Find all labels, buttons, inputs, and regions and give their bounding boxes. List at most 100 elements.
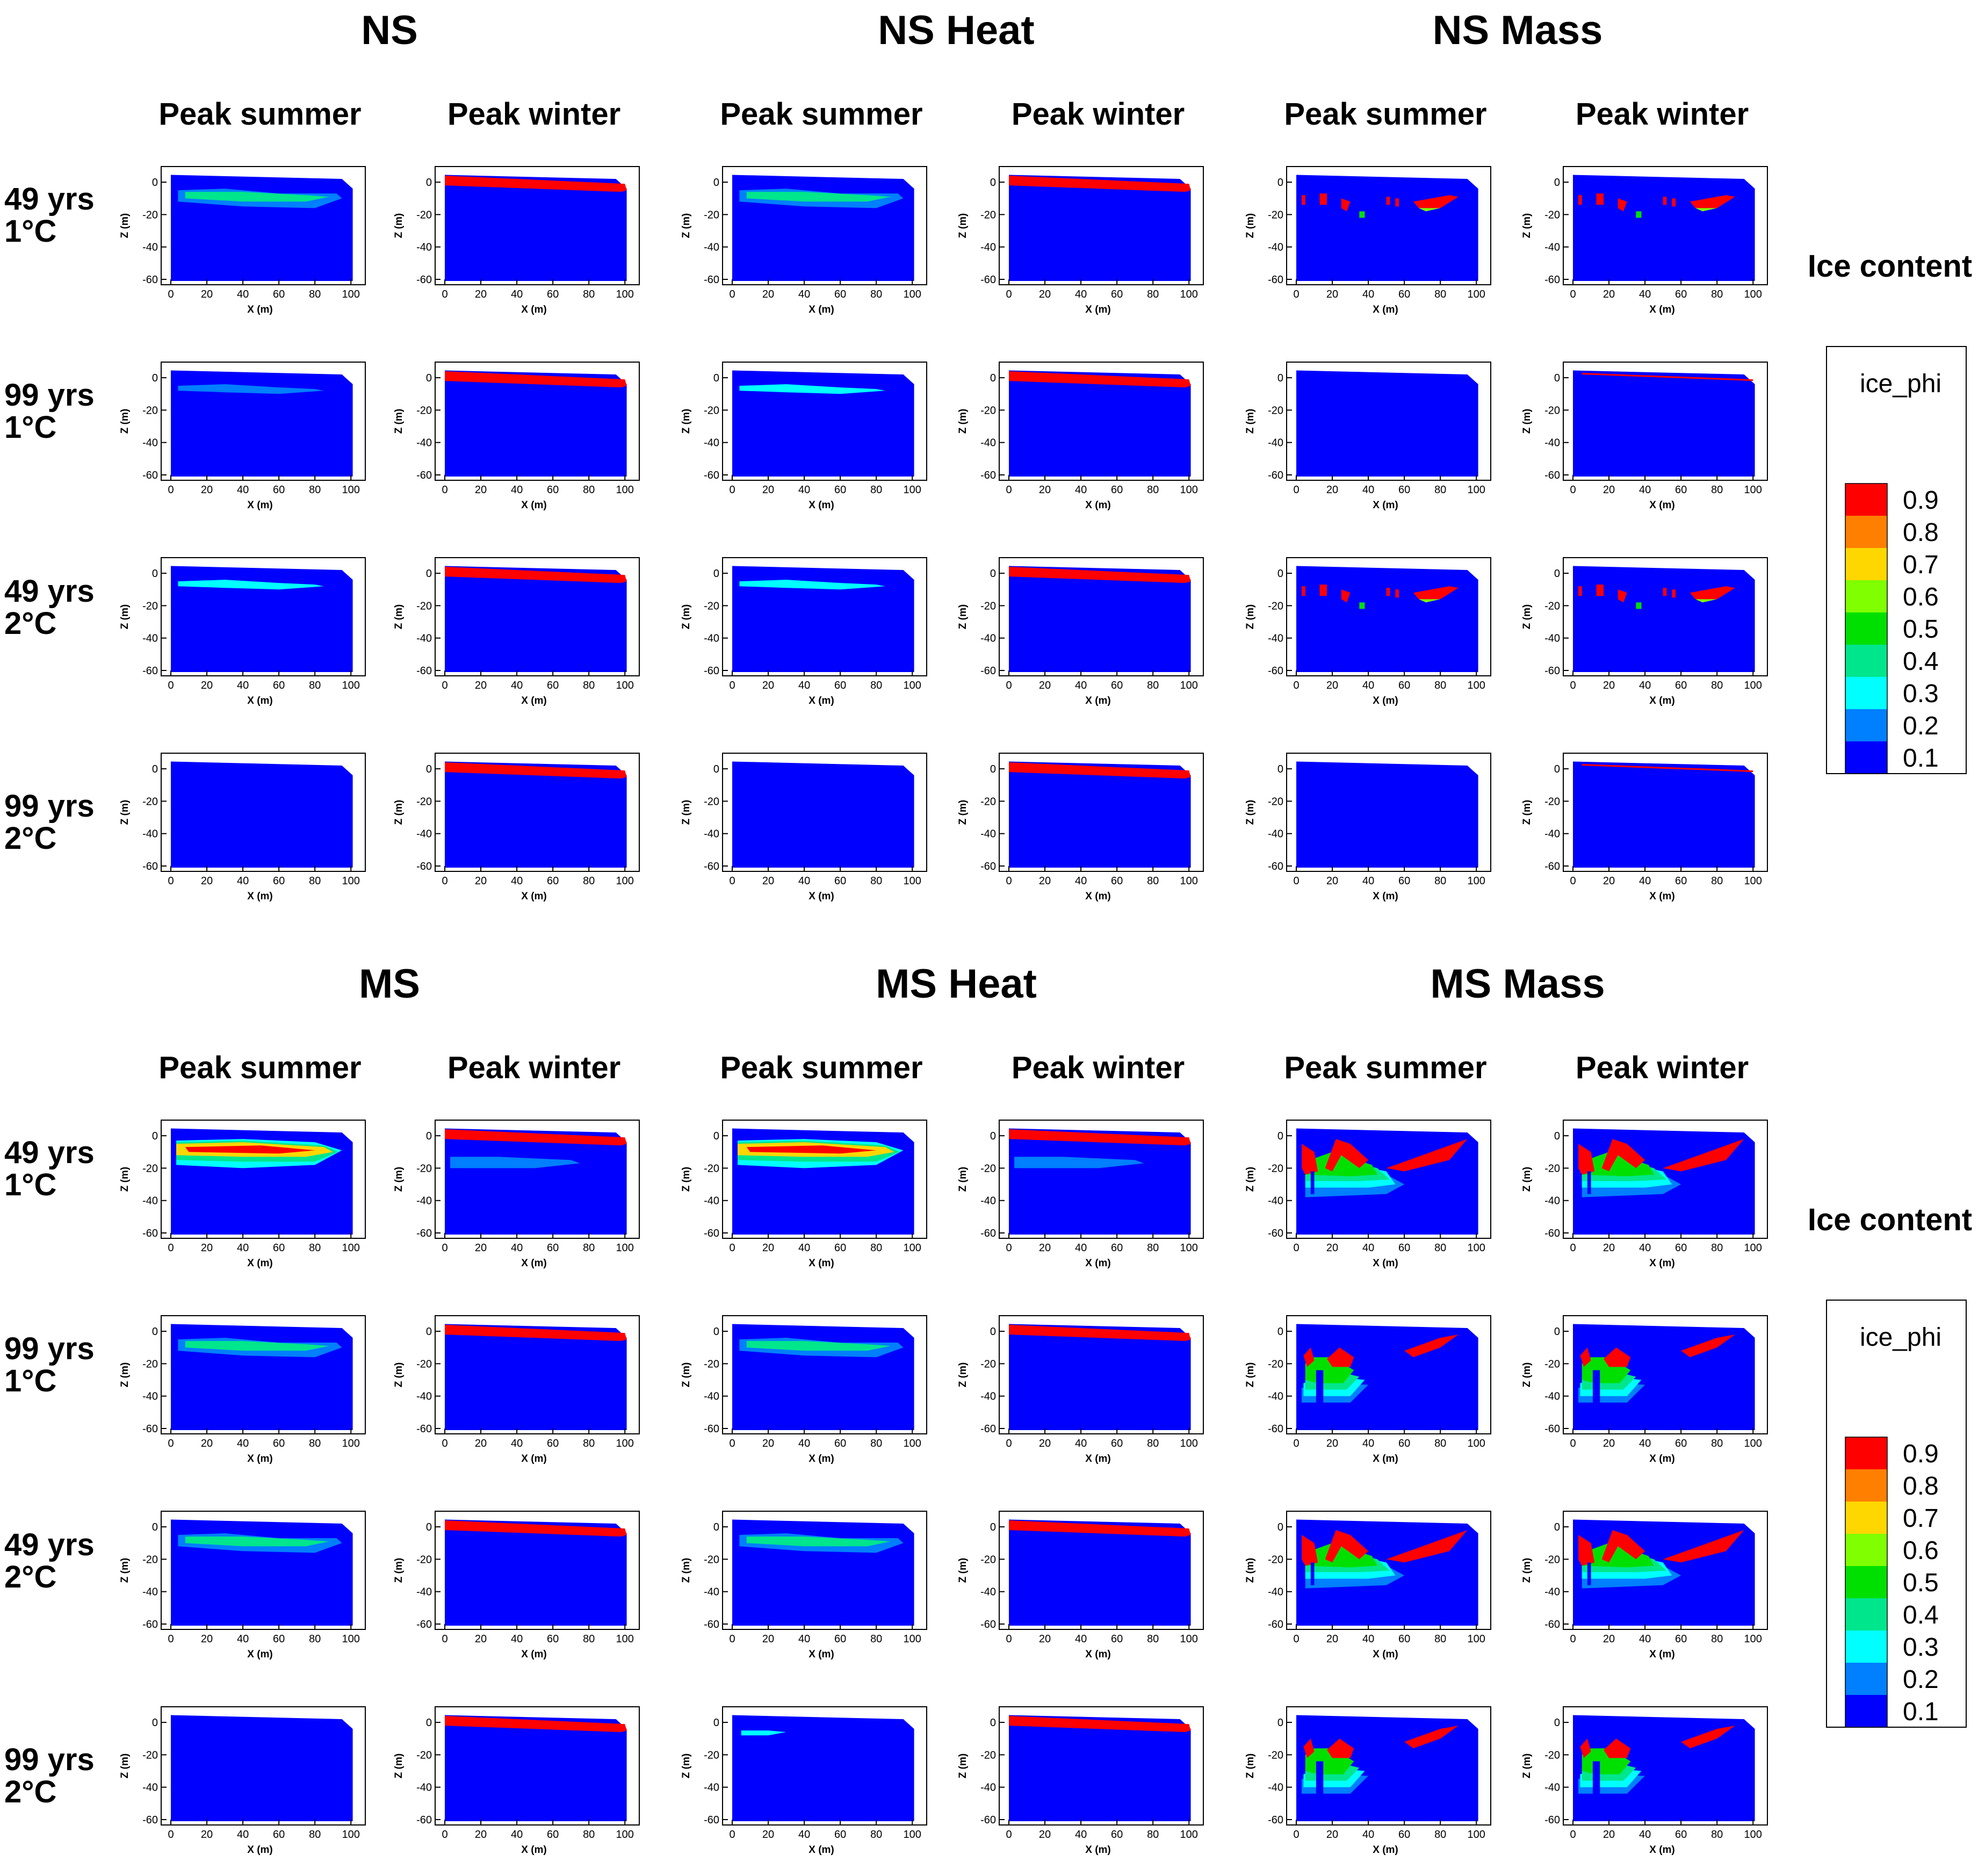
y-tick-label: 0 — [152, 177, 158, 189]
row-label-temperature: 1°C — [4, 214, 56, 249]
colorbar-level-label: 0.9 — [1903, 486, 1939, 515]
y-tick-label: 0 — [426, 177, 432, 189]
y-tick-label: -20 — [704, 1163, 719, 1174]
domain-fill — [1009, 761, 1191, 868]
ice-contour — [1395, 198, 1399, 207]
x-tick-label: 0 — [729, 288, 735, 300]
x-tick-label: 20 — [1326, 484, 1338, 496]
ice-contour — [1596, 193, 1604, 205]
y-axis-label: Z (m) — [957, 800, 969, 825]
x-tick-label: 20 — [201, 875, 213, 887]
x-tick-label: 60 — [273, 875, 285, 887]
x-tick-label: 20 — [201, 1438, 213, 1449]
x-tick-label: 0 — [442, 288, 447, 300]
x-tick-label: 100 — [1180, 1242, 1198, 1254]
y-axis-label: Z (m) — [119, 800, 131, 825]
x-tick-label: 100 — [1744, 1242, 1762, 1254]
ice-contour — [1009, 176, 1191, 192]
ice-contour — [450, 1157, 580, 1168]
x-axis-label: X (m) — [1085, 1844, 1111, 1856]
domain-fill — [1296, 370, 1478, 477]
panel-nsm-summer-row2: 0 -20 -40 -60 0 20 40 60 80 100 X (m) Z (m) — [1245, 362, 1491, 511]
y-tick-label: -20 — [704, 405, 719, 416]
y-tick-label: -20 — [980, 1163, 996, 1174]
x-tick-label: 20 — [1039, 1829, 1051, 1841]
x-tick-label: 40 — [237, 1242, 249, 1254]
x-tick-label: 60 — [1675, 1829, 1687, 1841]
panel-msh-summer-row3: 0 -20 -40 -60 0 20 40 60 80 100 X (m) Z (m) — [681, 1511, 927, 1660]
ice-contour — [1325, 1530, 1369, 1563]
row-label-temperature: 2°C — [4, 606, 56, 641]
y-tick-label: 0 — [990, 568, 996, 580]
x-tick-label: 60 — [1675, 875, 1687, 887]
domain-fill — [445, 370, 627, 477]
y-tick-label: -40 — [142, 828, 158, 840]
colorbar-variable: ice_phi — [1860, 370, 1941, 398]
y-tick-label: -40 — [1268, 1586, 1283, 1598]
ice-contour — [445, 371, 627, 388]
x-tick-label: 100 — [1468, 1829, 1485, 1841]
x-tick-label: 60 — [547, 484, 559, 496]
ice-contour — [1695, 208, 1717, 212]
x-tick-label: 100 — [904, 484, 921, 496]
x-tick-label: 0 — [1293, 1242, 1299, 1254]
x-axis-label: X (m) — [808, 1844, 834, 1856]
panel-nsh-winter-row4: 0 -20 -40 -60 0 20 40 60 80 100 X (m) Z (m) — [957, 753, 1204, 902]
panel-nsh-summer-row3: 0 -20 -40 -60 0 20 40 60 80 100 X (m) Z (m) — [681, 557, 927, 706]
x-tick-label: 20 — [475, 1242, 487, 1254]
panel-nsm-winter-row2: 0 -20 -40 -60 0 20 40 60 80 100 X (m) Z (m) — [1521, 362, 1768, 511]
ice-contour — [1386, 1139, 1468, 1172]
ice-contour — [746, 1536, 891, 1547]
x-tick-label: 60 — [1675, 1438, 1687, 1449]
x-tick-label: 60 — [273, 1242, 285, 1254]
panel-msm-winter-row3: 0 -20 -40 -60 0 20 40 60 80 100 X (m) Z (m) — [1521, 1511, 1768, 1660]
x-tick-label: 60 — [1398, 1829, 1410, 1841]
x-tick-label: 0 — [442, 1829, 447, 1841]
x-tick-label: 20 — [1603, 484, 1615, 496]
x-tick-label: 100 — [1468, 1438, 1485, 1449]
x-tick-label: 0 — [1293, 1829, 1299, 1841]
x-axis-label: X (m) — [808, 500, 834, 511]
x-tick-label: 100 — [616, 288, 634, 300]
x-tick-label: 80 — [583, 875, 595, 887]
y-tick-label: -20 — [1544, 1358, 1560, 1370]
x-tick-label: 20 — [762, 1829, 774, 1841]
y-tick-label: -20 — [1544, 209, 1560, 221]
colorbar-level-label: 0.6 — [1903, 1536, 1939, 1565]
x-tick-label: 40 — [798, 680, 810, 691]
y-axis-label: Z (m) — [957, 604, 969, 629]
ice-contour — [1601, 1139, 1645, 1172]
x-tick-label: 40 — [237, 1829, 249, 1841]
colorbar-level-label: 0.3 — [1903, 680, 1939, 708]
y-axis-label: Z (m) — [1245, 409, 1256, 434]
row-label-years: 49 yrs — [4, 1135, 95, 1170]
x-tick-label: 100 — [1744, 1438, 1762, 1449]
y-tick-label: -20 — [980, 405, 996, 416]
y-tick-label: -60 — [142, 861, 158, 872]
ice-contour — [1386, 1530, 1468, 1563]
y-tick-label: 0 — [713, 1521, 719, 1533]
x-tick-label: 60 — [1398, 1633, 1410, 1645]
x-tick-label: 100 — [1180, 1633, 1198, 1645]
y-tick-label: -60 — [1544, 1423, 1560, 1435]
y-tick-label: 0 — [1277, 568, 1283, 580]
x-tick-label: 60 — [1675, 1242, 1687, 1254]
y-axis-label: Z (m) — [393, 409, 405, 434]
x-tick-label: 0 — [1570, 1633, 1576, 1645]
colorbar-heading: Ice content — [1808, 249, 1972, 284]
x-tick-label: 80 — [1711, 1438, 1723, 1449]
x-tick-label: 20 — [1326, 1242, 1338, 1254]
y-tick-label: -40 — [1544, 1391, 1560, 1403]
domain-fill — [732, 1715, 914, 1822]
y-tick-label: -60 — [704, 274, 719, 286]
y-tick-label: -20 — [142, 1554, 158, 1565]
ice-contour — [1303, 1738, 1315, 1758]
x-tick-label: 20 — [762, 680, 774, 691]
panel-ms-winter-row1: 0 -20 -40 -60 0 20 40 60 80 100 X (m) Z (m) — [393, 1120, 640, 1269]
y-tick-label: -60 — [980, 861, 996, 872]
y-tick-label: -40 — [980, 437, 996, 449]
y-axis-label: Z (m) — [1245, 1754, 1256, 1778]
x-tick-label: 80 — [583, 484, 595, 496]
x-tick-label: 20 — [1603, 680, 1615, 691]
y-tick-label: -20 — [980, 1358, 996, 1370]
